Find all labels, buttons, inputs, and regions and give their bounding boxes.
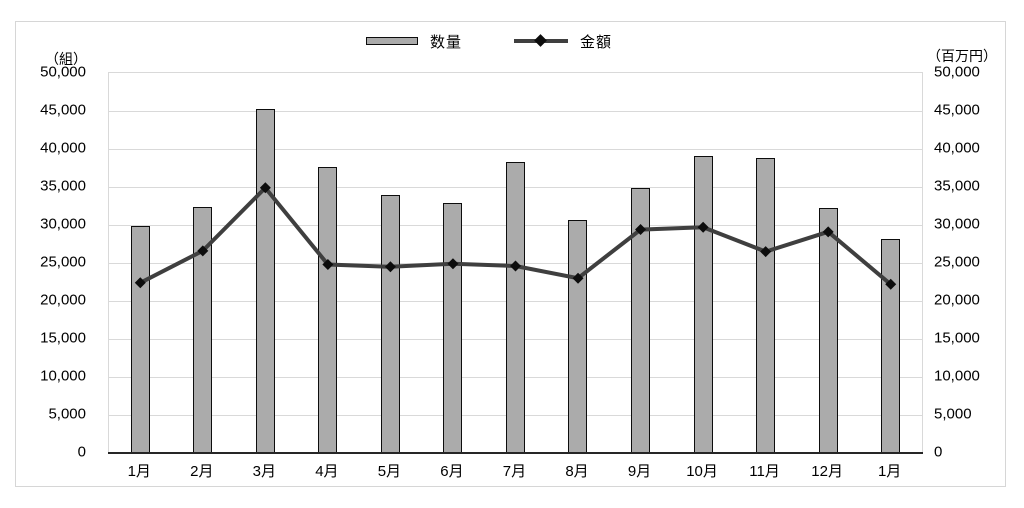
bar-slot <box>859 73 922 453</box>
diamond-marker-icon <box>822 226 834 238</box>
bar-slot <box>484 73 547 453</box>
bar <box>505 161 525 453</box>
legend-quantity-label: 数量 <box>430 33 463 51</box>
right-axis-tick-label: 15,000 <box>934 329 980 347</box>
left-axis-tick-label: 10,000 <box>40 367 86 385</box>
month-label: 6月 <box>440 463 464 480</box>
plot-area <box>108 72 923 454</box>
diamond-marker-icon <box>447 258 459 270</box>
bar-swatch-icon <box>366 37 418 45</box>
bar <box>881 239 901 453</box>
month-label: 1月 <box>127 463 151 480</box>
diamond-marker-icon <box>510 260 521 272</box>
bar-slot <box>172 73 235 453</box>
x-axis-labels: 1月 2月 3月 4月 5月 6月 7月 8月 9月 10月 11月 12月 1月 <box>108 460 921 481</box>
x-axis-line <box>108 452 923 454</box>
left-axis-tick-label: 25,000 <box>40 253 86 271</box>
month-label: 4月 <box>315 463 339 480</box>
diamond-marker-icon <box>635 224 647 236</box>
left-axis-tick-label: 15,000 <box>40 329 86 347</box>
left-axis-tick-label: 45,000 <box>40 101 86 119</box>
left-axis-tick-labels: 0 5,000 10,000 15,000 20,000 25,000 30,000 35,0… <box>16 64 86 461</box>
right-axis-tick-label: 45,000 <box>934 101 980 119</box>
legend: 数量 金額 <box>366 30 612 52</box>
left-axis-tick-label: 35,000 <box>40 177 86 195</box>
month-label: 9月 <box>627 463 652 480</box>
month-label: 2月 <box>190 463 214 480</box>
gridline <box>109 149 922 150</box>
month-label: 1月 <box>877 463 902 480</box>
month-label: 7月 <box>502 463 527 480</box>
right-axis-tick-label: 40,000 <box>934 139 980 157</box>
diamond-marker-icon <box>534 34 547 47</box>
left-axis-tick-label: 30,000 <box>40 215 86 233</box>
gridline <box>109 111 922 112</box>
right-axis-tick-labels: 0 5,000 10,000 15,000 20,000 25,000 30,000 35,0… <box>934 64 1004 461</box>
left-axis-tick-label: 50,000 <box>40 63 86 81</box>
legend-item-quantity: 数量 <box>366 31 462 52</box>
diamond-marker-icon <box>697 221 709 233</box>
bar <box>318 167 338 453</box>
left-axis-tick-label: 20,000 <box>40 291 86 309</box>
right-axis-title: （百万円） <box>927 48 997 64</box>
diamond-marker-icon <box>134 277 146 289</box>
chart-frame: 数量 金額 （組） （百万円） 0 5,000 10,000 15,000 20,000… <box>15 21 1006 487</box>
legend-item-amount: 金額 <box>514 31 612 52</box>
diamond-marker-icon <box>760 246 772 258</box>
bar <box>380 195 400 453</box>
right-axis-tick-label: 5,000 <box>934 405 972 423</box>
left-axis-tick-label: 40,000 <box>40 139 86 157</box>
bar <box>756 158 776 453</box>
right-axis-tick-label: 0 <box>934 443 943 461</box>
right-axis-tick-label: 10,000 <box>934 367 980 385</box>
line-swatch-icon <box>514 34 569 47</box>
month-label: 11月 <box>749 463 780 480</box>
right-axis-tick-label: 35,000 <box>934 177 980 195</box>
legend-amount-label: 金額 <box>580 33 613 51</box>
month-label: 8月 <box>565 463 589 480</box>
right-axis-tick-label: 50,000 <box>934 63 980 81</box>
bar-slot <box>734 73 797 453</box>
left-axis-tick-label: 5,000 <box>48 405 86 423</box>
diamond-marker-icon <box>259 182 271 194</box>
month-label: 12月 <box>811 463 843 480</box>
bar <box>818 208 838 453</box>
bar-slot <box>359 73 422 453</box>
month-label: 5月 <box>377 463 402 480</box>
left-axis-title: （組） <box>45 51 87 67</box>
left-axis-tick-label: 0 <box>77 443 86 461</box>
diamond-marker-icon <box>885 278 897 290</box>
right-axis-tick-label: 20,000 <box>934 291 980 309</box>
diamond-marker-icon <box>384 261 396 273</box>
bar <box>631 187 651 453</box>
diamond-marker-icon <box>572 272 584 284</box>
line-series <box>134 182 897 290</box>
diamond-marker-icon <box>197 245 209 257</box>
bar-slot <box>297 73 360 453</box>
diamond-marker-icon <box>322 259 334 271</box>
right-axis-tick-label: 25,000 <box>934 253 980 271</box>
month-label: 10月 <box>686 463 718 480</box>
right-axis-tick-label: 30,000 <box>934 215 980 233</box>
month-label: 3月 <box>252 463 276 480</box>
bar-slot <box>609 73 672 453</box>
bar <box>193 206 213 453</box>
bar-slot <box>797 73 860 453</box>
